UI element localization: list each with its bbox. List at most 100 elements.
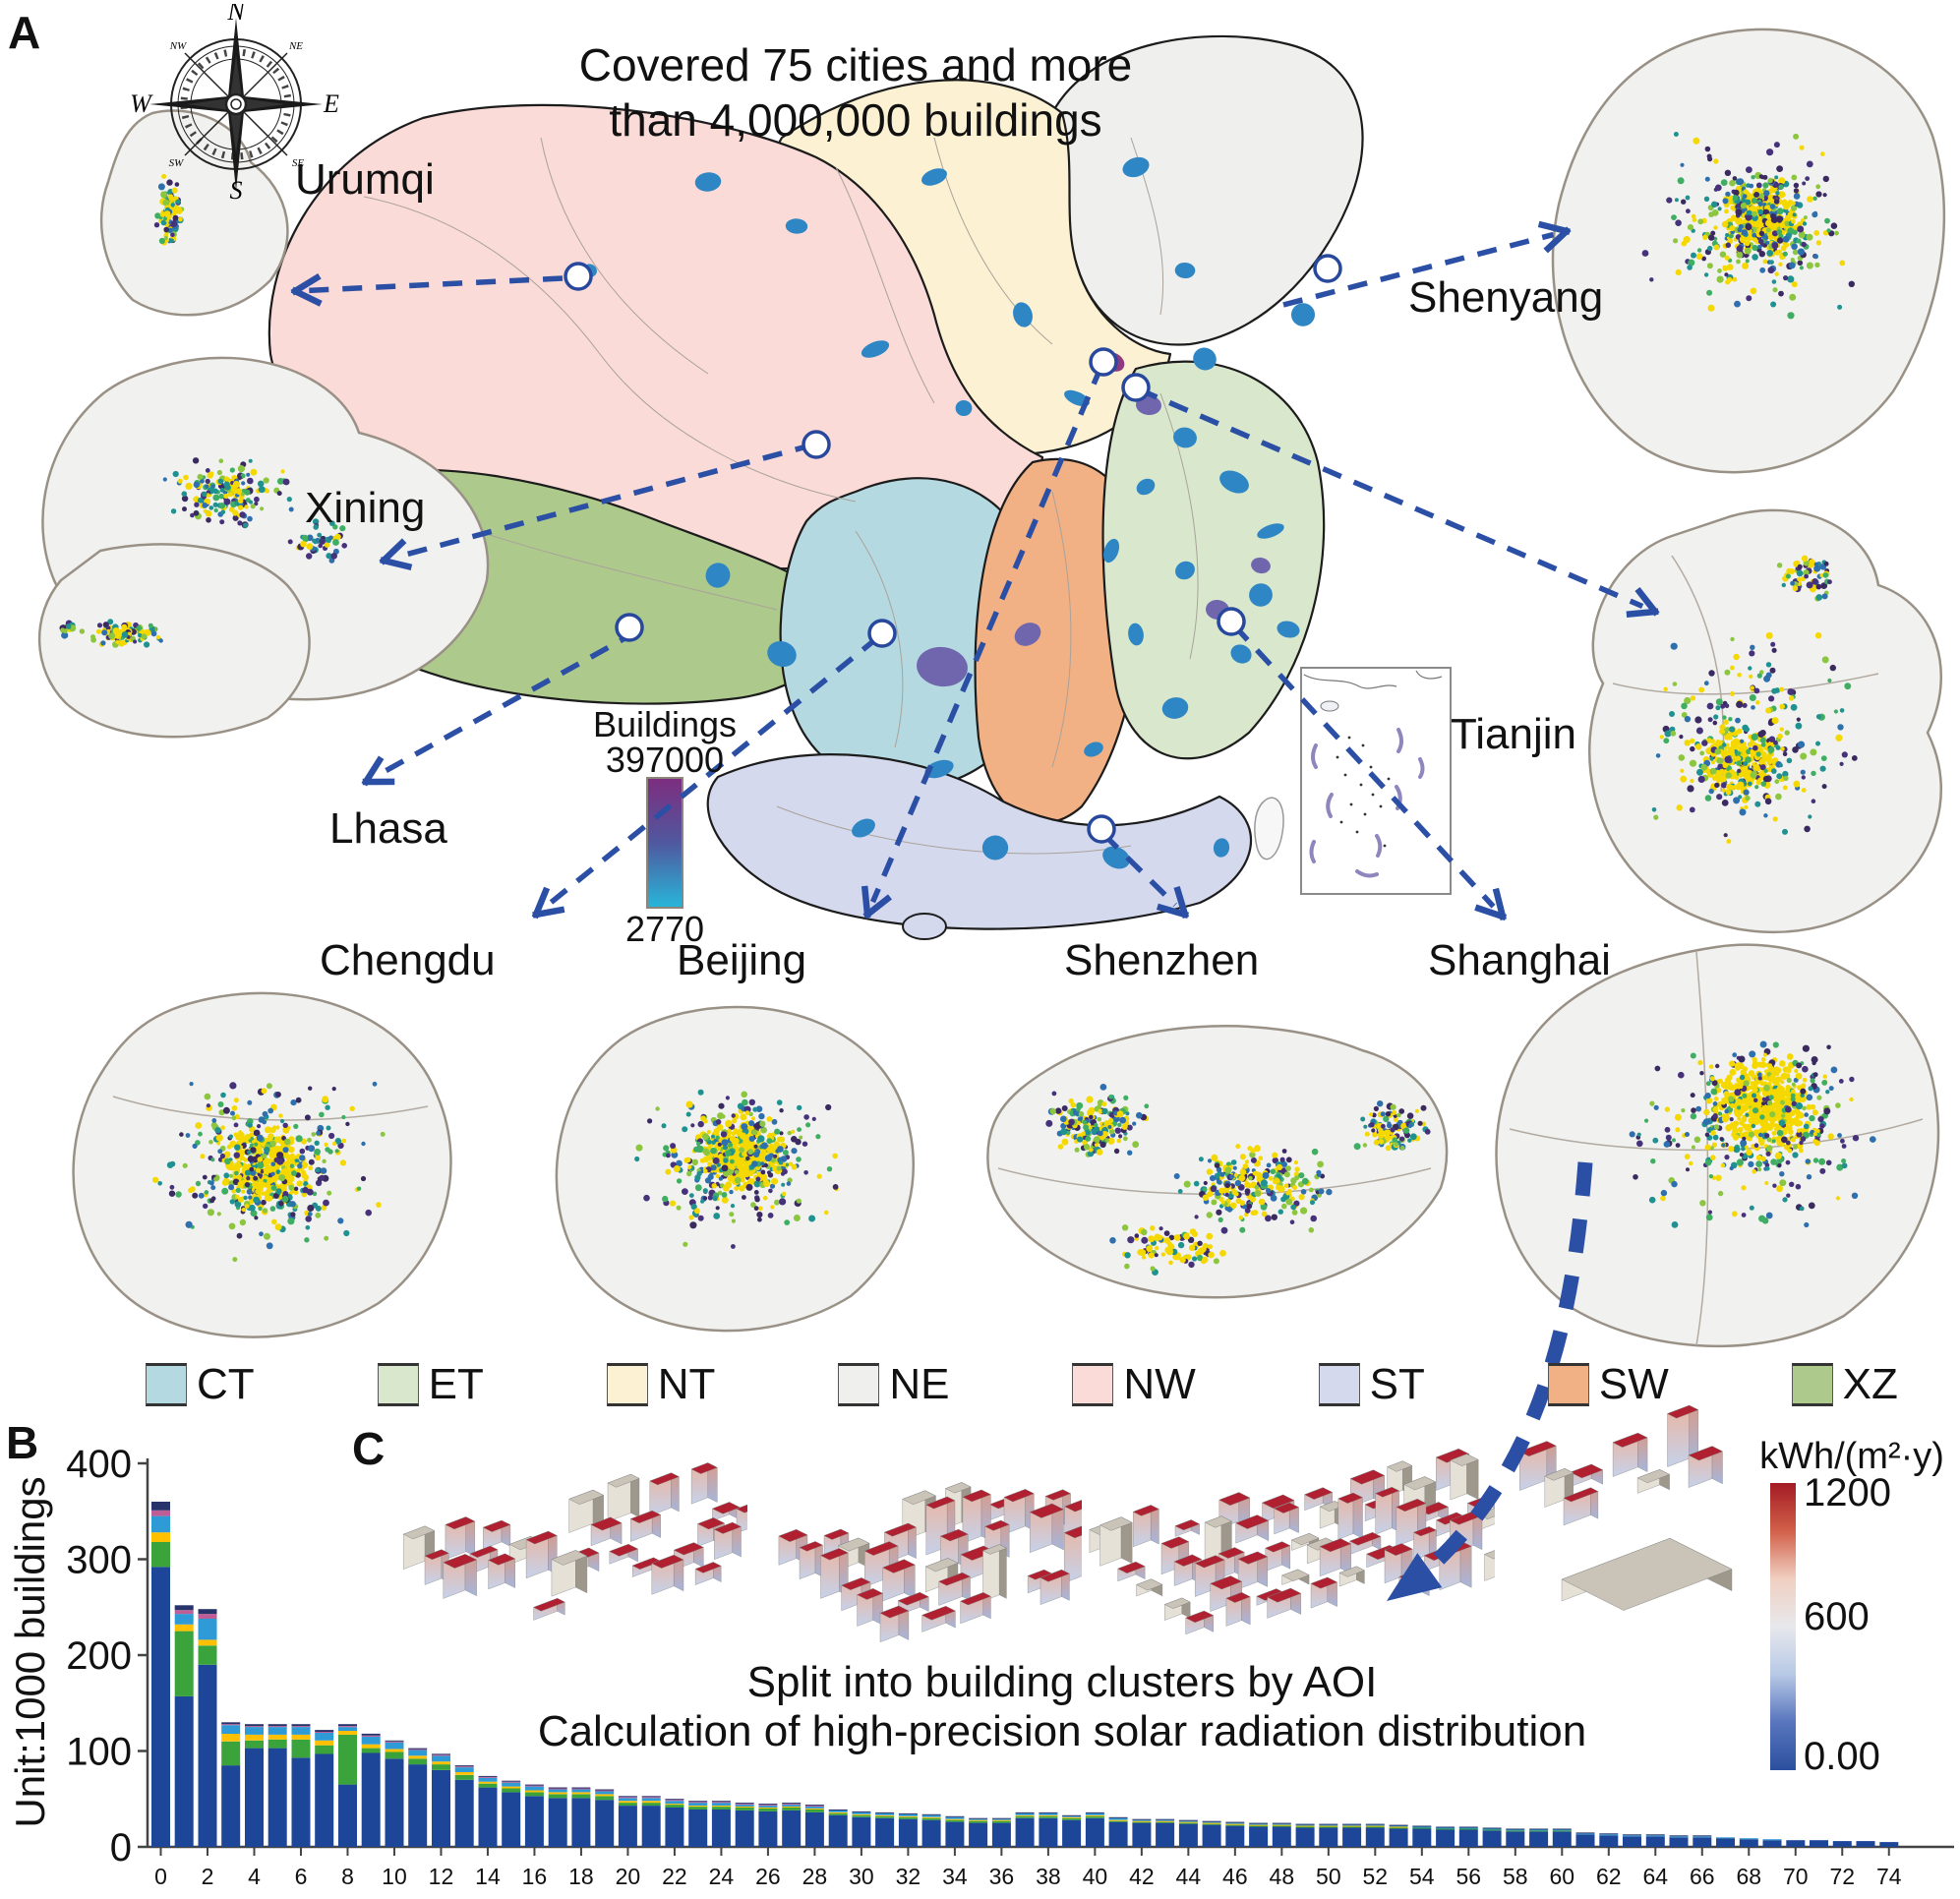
building-dot: [296, 1180, 303, 1187]
building-dot: [1795, 1102, 1804, 1110]
bar-segment: [221, 1765, 241, 1847]
bar-segment: [315, 1732, 334, 1733]
building-dot: [694, 1174, 701, 1181]
building-dot: [1390, 1127, 1396, 1133]
building-dot: [1689, 806, 1695, 813]
building-dot: [1746, 236, 1752, 242]
map-city-highlight: [705, 563, 731, 588]
building-dot: [1177, 1241, 1185, 1249]
building-dot: [1815, 184, 1821, 190]
building-dot: [1392, 1110, 1397, 1115]
building-dot: [1771, 687, 1778, 694]
building-dot: [1769, 1111, 1776, 1118]
building-dot: [204, 1093, 211, 1100]
building-dot: [1121, 1123, 1128, 1130]
building-dot: [324, 542, 330, 548]
building-dot: [1113, 1148, 1120, 1155]
building-dot: [685, 1100, 693, 1108]
building-dot: [1681, 199, 1687, 205]
building-dot: [1690, 695, 1696, 701]
building-dot: [61, 631, 69, 639]
building-dot: [1693, 137, 1700, 145]
building-dot: [1748, 781, 1752, 787]
building-dot: [1783, 275, 1789, 281]
building-dot: [1799, 1206, 1805, 1212]
building-dot: [1754, 785, 1759, 790]
building-dot: [205, 484, 209, 489]
building-dot: [1805, 176, 1811, 182]
building-dot: [164, 210, 171, 217]
building-dot: [1729, 1117, 1734, 1122]
y-tick-label: 400: [66, 1443, 132, 1486]
bar-segment: [852, 1816, 871, 1847]
bar-segment: [174, 1610, 194, 1615]
building-dot: [214, 1127, 221, 1134]
building-dot: [107, 619, 114, 625]
bar-segment: [1202, 1822, 1221, 1824]
building-dot: [264, 1195, 270, 1202]
building-dot: [1771, 1101, 1779, 1109]
building-dot: [1385, 1111, 1392, 1117]
bar-segment: [1272, 1826, 1291, 1847]
building-dot: [824, 1210, 829, 1216]
bar-segment: [1249, 1822, 1269, 1824]
building-dot: [208, 1140, 213, 1145]
building-dot: [1738, 1055, 1746, 1063]
bar-segment: [969, 1820, 988, 1823]
building-dot: [1407, 1138, 1412, 1143]
building-dot: [733, 1137, 740, 1145]
bar-segment: [1669, 1837, 1689, 1848]
building-dot: [776, 1099, 783, 1105]
building-dot: [1745, 214, 1752, 221]
building-dot: [1714, 782, 1720, 789]
building-dot: [244, 504, 249, 509]
buildings-colorbar-gradient: [646, 777, 683, 909]
building-dot: [1742, 1131, 1749, 1138]
building-dot: [1363, 1124, 1368, 1129]
building-dot: [121, 623, 128, 630]
building-dot: [304, 1237, 310, 1243]
building-dot: [1812, 1157, 1819, 1163]
building-dot: [213, 507, 218, 513]
bar-segment: [1739, 1838, 1758, 1840]
building-dot: [241, 481, 246, 486]
building-dot: [172, 214, 179, 221]
building-dot: [299, 1148, 306, 1155]
building-dot: [1812, 210, 1818, 215]
building-dot: [1298, 1194, 1305, 1201]
building-dot: [1210, 1175, 1217, 1182]
building-dot: [1782, 235, 1790, 243]
bar-segment: [1716, 1838, 1735, 1847]
building-dot: [273, 1157, 279, 1163]
building-dot: [205, 468, 210, 473]
building-dot: [716, 1162, 721, 1167]
bar-segment: [1156, 1818, 1175, 1820]
building-dot: [1827, 1133, 1834, 1140]
building-dot: [1168, 1234, 1175, 1241]
building-dot: [1663, 1141, 1671, 1148]
building-dot: [152, 1176, 159, 1183]
building-dot: [301, 1169, 306, 1175]
building-dot: [1650, 1158, 1656, 1164]
building-dot: [1270, 1195, 1277, 1202]
building-dot: [1746, 295, 1752, 302]
inset-boundary: [37, 543, 311, 739]
building-dot: [1814, 262, 1820, 268]
building-dot: [1812, 1072, 1818, 1078]
map-city-highlight: [1213, 838, 1230, 858]
building-dot: [797, 1104, 802, 1111]
building-dot: [766, 1138, 773, 1145]
building-dot: [206, 510, 212, 517]
building-dot: [1710, 1130, 1716, 1136]
compass-n-label: N: [226, 4, 246, 26]
building-dots-layer: [1045, 1084, 1431, 1276]
bar-segment: [221, 1722, 241, 1725]
building-dot: [1414, 1108, 1419, 1113]
building-dot: [1101, 1101, 1107, 1107]
building-dot: [63, 628, 68, 634]
building-dot: [685, 1111, 691, 1117]
building-dot: [1710, 1088, 1718, 1096]
bar-segment: [1482, 1828, 1502, 1830]
building-dot: [1674, 1113, 1682, 1121]
